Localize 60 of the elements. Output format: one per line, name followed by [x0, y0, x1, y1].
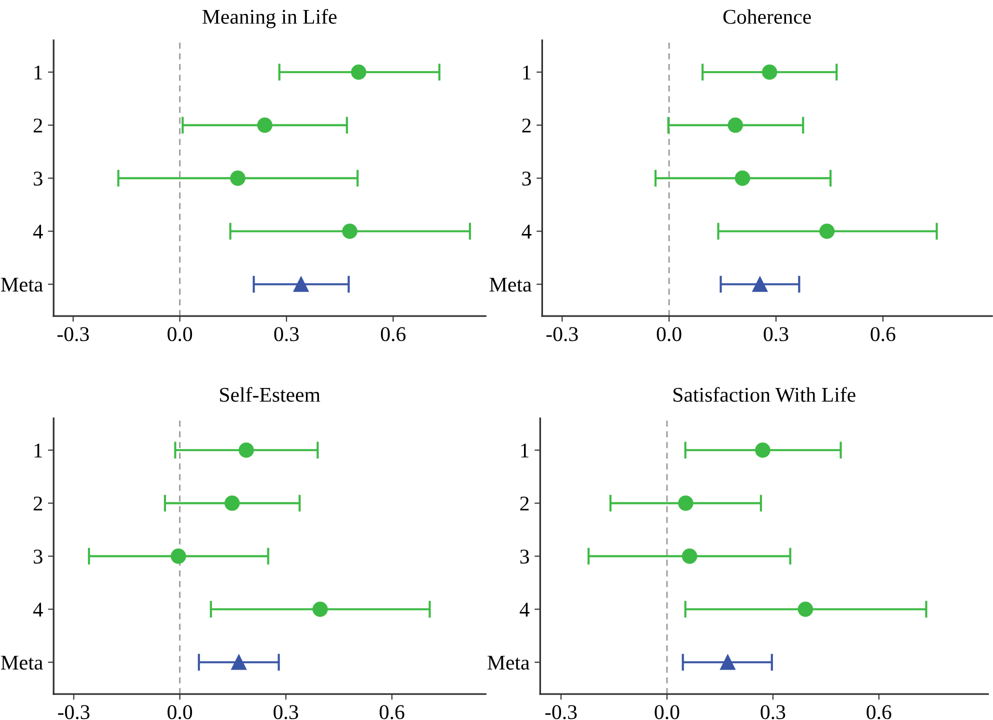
- x-tick-label: 0.6: [380, 327, 406, 342]
- x-tick-label: 0.6: [866, 705, 892, 720]
- point: [312, 602, 328, 617]
- point: [728, 118, 744, 133]
- y-tick-label: 3: [34, 550, 42, 564]
- point: [798, 602, 814, 617]
- point: [755, 442, 770, 458]
- y-tick-label: 3: [522, 172, 531, 186]
- y-tick-label: 2: [34, 496, 42, 510]
- point: [762, 64, 778, 80]
- y-tick-label: 1: [523, 66, 531, 80]
- point: [342, 224, 358, 239]
- point: [257, 118, 272, 133]
- x-tick-label: 0.0: [168, 327, 192, 342]
- y-tick-label: Meta: [0, 278, 43, 292]
- x-tick-label: 0.0: [168, 705, 192, 720]
- y-tick-label: 3: [34, 172, 42, 186]
- y-tick-label: Meta: [0, 656, 43, 670]
- x-tick-label: 0.0: [654, 705, 680, 720]
- x-tick-label: -0.3: [546, 327, 578, 342]
- x-tick-label: 0.3: [274, 705, 298, 720]
- y-tick-label: 1: [34, 444, 42, 458]
- y-tick-label: 2: [34, 118, 42, 132]
- y-tick-label: 1: [34, 66, 42, 80]
- y-tick-label: Meta: [488, 656, 530, 670]
- y-tick-label: 2: [522, 118, 531, 132]
- chart-title: Self-Esteem: [220, 386, 320, 402]
- point: [293, 276, 309, 292]
- x-tick-label: 0.6: [870, 327, 896, 342]
- x-tick-label: 0.3: [760, 705, 786, 720]
- y-tick-label: 4: [520, 602, 530, 616]
- point: [819, 224, 835, 239]
- point: [678, 496, 694, 511]
- x-tick-label: -0.3: [545, 705, 577, 720]
- chart-title: Satisfaction With Life: [674, 386, 856, 402]
- point: [231, 654, 246, 670]
- y-tick-label: 4: [33, 224, 43, 238]
- point: [752, 276, 768, 292]
- point: [238, 442, 254, 458]
- chart-title: Coherence: [723, 9, 811, 24]
- point: [720, 654, 736, 670]
- chart-title: Meaning in Life: [202, 8, 337, 28]
- x-tick-label: 0.3: [274, 327, 299, 342]
- y-tick-label: 4: [33, 602, 43, 616]
- x-tick-label: -0.3: [57, 327, 89, 342]
- point: [230, 170, 246, 186]
- point: [170, 548, 186, 564]
- y-tick-label: 1: [521, 444, 529, 458]
- x-tick-label: -0.3: [58, 705, 90, 720]
- point: [224, 496, 240, 511]
- point: [682, 548, 698, 564]
- x-tick-label: 0.3: [764, 327, 788, 342]
- x-tick-label: 0.0: [656, 327, 682, 342]
- y-tick-label: 4: [522, 224, 532, 238]
- point: [734, 170, 750, 186]
- x-tick-label: 0.6: [380, 705, 404, 720]
- y-tick-label: 2: [520, 496, 529, 510]
- point: [351, 64, 366, 80]
- y-tick-label: Meta: [490, 278, 532, 292]
- y-tick-label: 3: [520, 550, 529, 564]
